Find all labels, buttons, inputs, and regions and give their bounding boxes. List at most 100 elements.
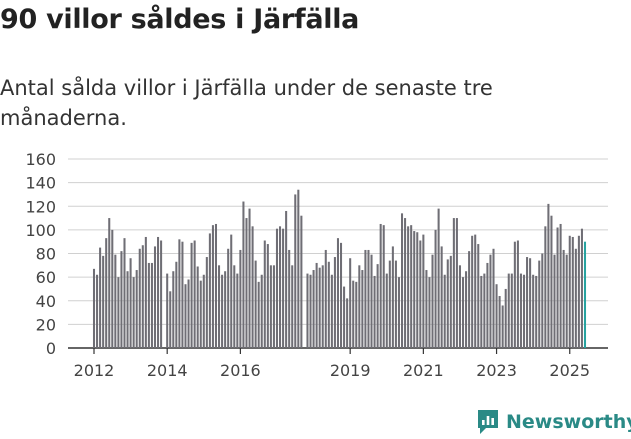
bar [306,273,309,348]
bar [340,242,343,348]
bar [571,236,574,348]
bar [498,296,501,348]
bar [535,275,538,348]
bar [458,265,461,348]
bar [349,258,352,348]
y-tick-label: 0 [46,339,56,358]
bar [105,238,108,348]
bar [211,225,214,348]
bar [507,273,510,348]
bar [150,262,153,348]
bar [193,240,196,348]
bar [138,248,141,348]
bar [327,261,330,348]
bar [132,277,135,348]
bar [355,281,358,348]
bar [260,274,263,348]
bar [574,248,577,348]
bar [379,223,382,348]
bar [333,257,336,348]
bar [230,234,233,348]
chart-title: 90 villor såldes i Järfälla [0,4,360,35]
bar [550,215,553,348]
bar [166,273,169,348]
bar [321,265,324,348]
bar [153,246,157,348]
bar [343,286,346,348]
bar [510,273,513,348]
bar [522,274,526,348]
bar [242,201,245,348]
bar [141,245,144,348]
bar [157,236,160,348]
bar [196,266,199,348]
bar [205,257,208,348]
x-tick-label: 2021 [403,361,444,380]
value-label: 90 [580,0,602,5]
bar [236,273,239,348]
bar [187,279,190,348]
bar [279,226,282,348]
bar [282,228,285,348]
bar [504,288,507,348]
bar [376,264,379,348]
bar [492,248,495,348]
bar [373,275,376,348]
y-tick-label: 100 [25,221,56,240]
bar [346,298,349,348]
bar [559,223,562,348]
bar [385,273,388,348]
bar [400,213,404,348]
bar [367,249,370,348]
bar [391,246,394,348]
y-tick-label: 20 [36,315,56,334]
bar [178,239,181,348]
bar [449,255,452,348]
bar [413,231,416,348]
bar [577,235,580,348]
bar [516,240,519,348]
bar [394,260,397,348]
bar [175,261,178,348]
bar [233,265,236,348]
bar [227,248,230,348]
bar [126,271,129,348]
bar [208,233,211,348]
bar [495,284,498,348]
bar [580,228,583,348]
bar [248,208,251,348]
bar [532,274,535,348]
bar [471,235,474,348]
bar [565,254,568,348]
bar [352,280,355,348]
x-tick-label: 2016 [220,361,261,380]
brand-name: Newsworthy [506,411,631,433]
bar [440,246,443,348]
bar [117,277,120,348]
bar [382,225,385,348]
bar [108,218,111,348]
bar [315,262,318,348]
bar [184,284,187,348]
bar [336,238,339,348]
bar [419,240,422,348]
bar [358,265,361,348]
bar [519,273,522,348]
x-tick-label: 2019 [330,361,371,380]
bar [422,234,425,348]
bar [181,241,184,348]
bar [312,270,315,348]
bar [318,267,321,348]
bar [425,270,428,348]
bar [547,203,550,348]
y-tick-label: 40 [36,292,56,311]
bar [291,265,294,348]
bar [160,240,163,348]
x-tick-label: 2025 [549,361,590,380]
bar [285,210,288,348]
bar [300,215,303,348]
bar [461,277,465,348]
bar [114,254,117,348]
bar [483,273,486,348]
